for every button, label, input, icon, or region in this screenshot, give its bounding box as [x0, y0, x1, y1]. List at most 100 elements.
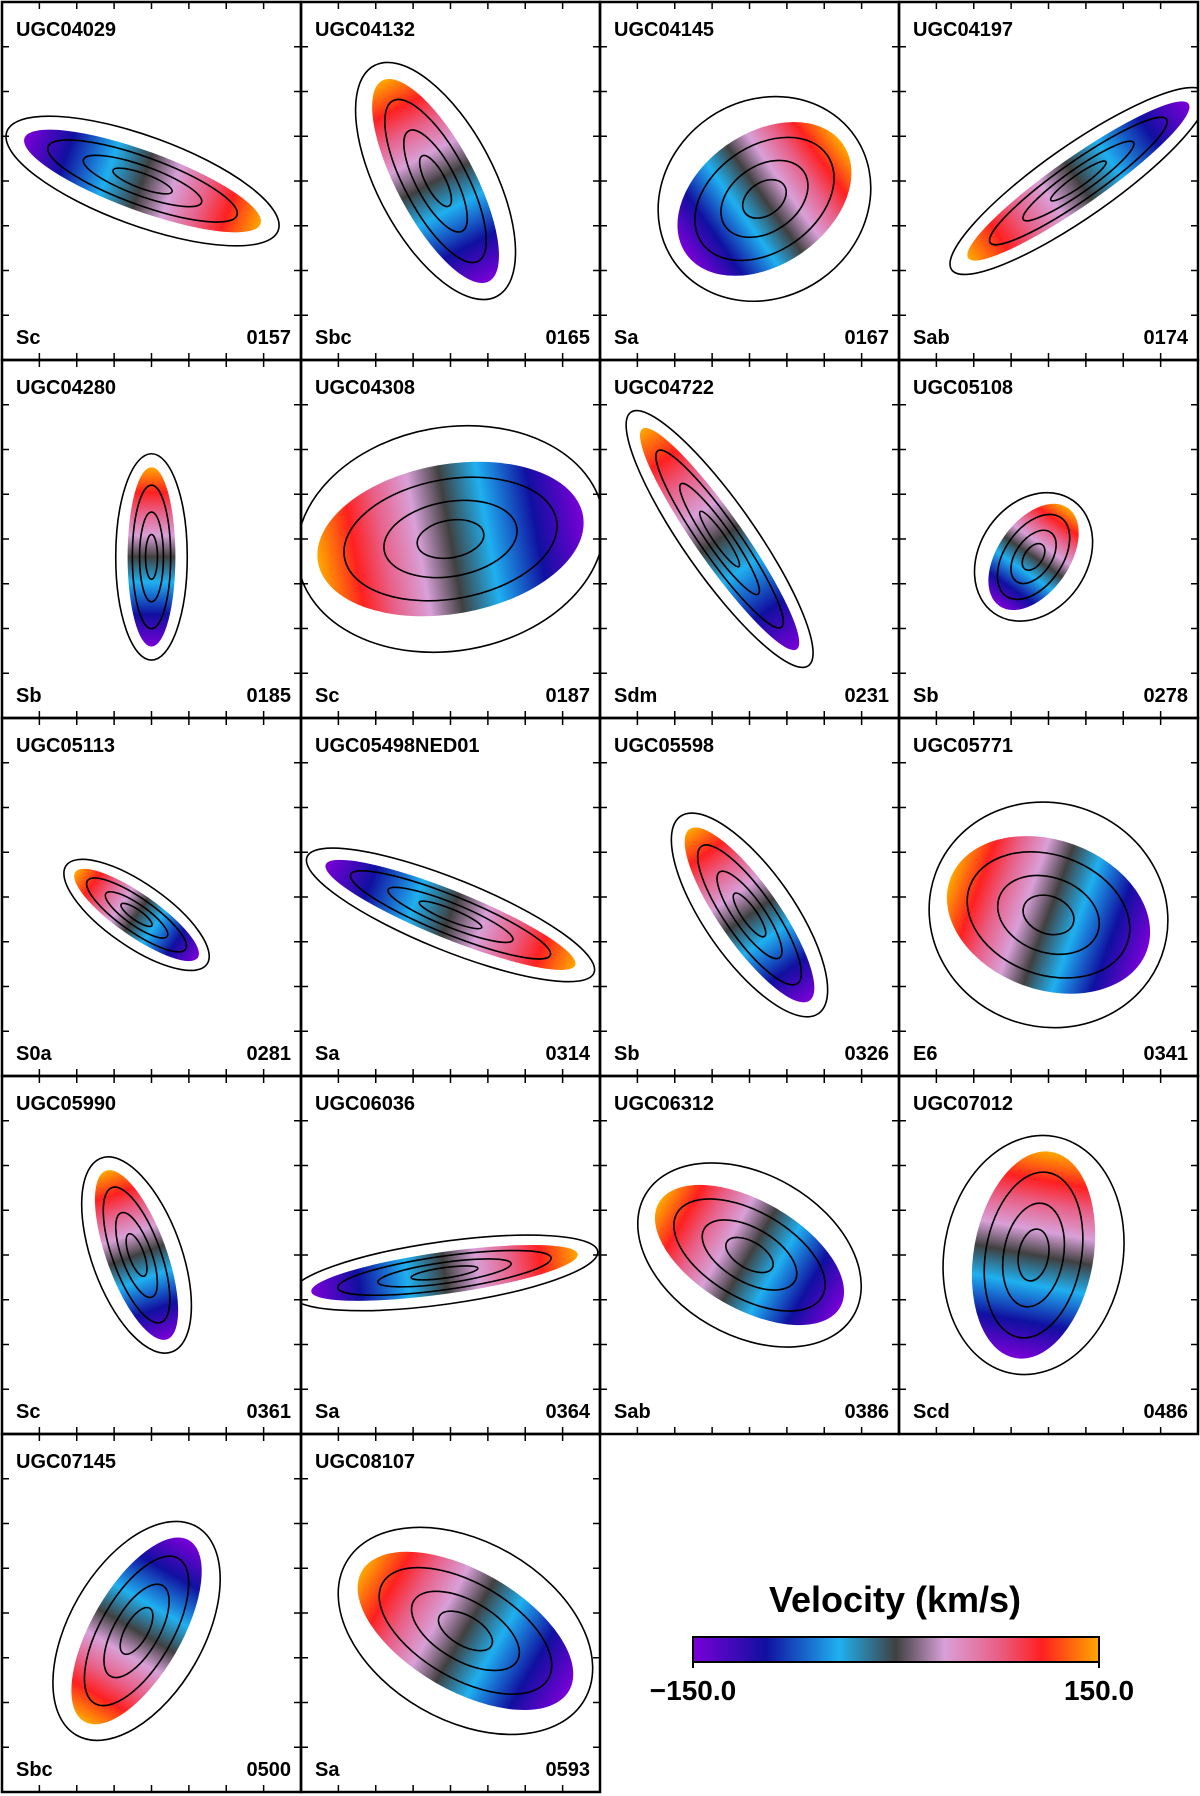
velocity-map — [684, 827, 815, 1003]
contour — [973, 491, 1094, 622]
velocity-map — [71, 1537, 202, 1725]
panel-image — [354, 61, 517, 301]
contour — [696, 844, 803, 986]
contour — [1022, 894, 1075, 936]
contour — [119, 1606, 154, 1656]
contour — [131, 484, 172, 630]
contour — [83, 1555, 190, 1707]
contour — [301, 424, 600, 654]
contour — [418, 900, 483, 930]
panel: UGC07012 Scd 0486 — [897, 1074, 1200, 1436]
contour — [378, 1566, 553, 1695]
galaxy-name: UGC05598 — [614, 735, 714, 757]
contour — [46, 139, 239, 223]
contour — [678, 482, 761, 596]
panel-image — [301, 424, 600, 654]
colorbar — [692, 1636, 1100, 1663]
contour — [80, 1156, 193, 1354]
contour — [1001, 1202, 1066, 1308]
contour — [52, 1520, 221, 1742]
velocity-map — [127, 467, 176, 647]
galaxy-name: UGC05108 — [913, 377, 1013, 399]
panel-image — [928, 801, 1169, 1029]
galaxy-id: 0500 — [247, 1759, 292, 1781]
contour — [383, 499, 518, 579]
panel: UGC05990 Sc 0361 — [0, 1074, 303, 1436]
morph-type: Sab — [614, 1401, 651, 1423]
galaxy-id: 0278 — [1144, 685, 1189, 707]
contour — [725, 1236, 774, 1274]
morph-type: Sbc — [315, 327, 352, 349]
panel-frame — [0, 716, 303, 1078]
contour — [966, 851, 1131, 979]
contour — [996, 874, 1101, 956]
panel: UGC05108 Sb 0278 — [897, 358, 1200, 720]
contour — [720, 159, 809, 239]
contour — [114, 452, 189, 661]
panel-image — [337, 1526, 594, 1736]
contour — [625, 409, 814, 669]
panel: UGC07145 Sbc 0500 — [0, 1432, 303, 1794]
velocity-map — [357, 1551, 574, 1711]
galaxy-id: 0486 — [1144, 1401, 1189, 1423]
galaxy-name: UGC04029 — [16, 19, 116, 41]
contour — [337, 1526, 594, 1736]
velocity-map — [967, 101, 1190, 261]
galaxy-id: 0174 — [1144, 327, 1189, 349]
morph-type: Sa — [315, 1043, 340, 1065]
morph-type: Sc — [16, 327, 40, 349]
contour — [1021, 542, 1046, 571]
velocity-map — [639, 427, 800, 651]
galaxy-id: 0157 — [247, 327, 292, 349]
contour — [384, 98, 488, 264]
galaxy-id: 0165 — [546, 327, 591, 349]
contour — [1049, 160, 1107, 202]
velocity-map — [988, 503, 1079, 611]
morph-type: Sdm — [614, 685, 657, 707]
contour — [410, 1590, 521, 1672]
panel-image — [63, 858, 211, 972]
galaxy-name: UGC05113 — [16, 735, 115, 757]
contour — [114, 1211, 159, 1299]
colorbar-tick-label: 150.0 — [1064, 1675, 1134, 1706]
contour — [63, 858, 211, 972]
contour — [102, 1186, 171, 1324]
contour — [410, 1265, 479, 1281]
galaxy-id: 0187 — [546, 685, 591, 707]
contour — [1017, 1228, 1050, 1282]
contour — [698, 510, 741, 568]
contour — [104, 891, 169, 939]
galaxy-id: 0314 — [546, 1043, 591, 1065]
panel-frame — [598, 358, 901, 720]
galaxy-name: UGC04132 — [315, 19, 415, 41]
contour — [354, 61, 517, 301]
panel: UGC04308 Sc 0187 — [299, 358, 602, 720]
contour — [655, 449, 785, 629]
contour — [673, 1198, 826, 1312]
contour — [657, 95, 872, 303]
colorbar-tick-label: −150.0 — [650, 1675, 736, 1706]
contour — [349, 870, 552, 960]
contour — [120, 902, 153, 928]
velocity-map — [94, 1170, 179, 1340]
panel: UGC08107 Sa 0593 — [299, 1432, 602, 1794]
velocity-map — [24, 129, 261, 233]
velocity-map — [971, 1151, 1096, 1359]
morph-type: Sab — [913, 327, 950, 349]
panel-image — [305, 847, 596, 983]
panel-image — [114, 452, 189, 661]
galaxy-id: 0593 — [546, 1759, 591, 1781]
contour — [1022, 140, 1135, 222]
galaxy-id: 0281 — [247, 1043, 292, 1065]
galaxy-name: UGC06312 — [614, 1093, 714, 1115]
panel-image — [942, 1134, 1125, 1376]
morph-type: Sa — [614, 327, 639, 349]
galaxy-name: UGC07012 — [913, 1093, 1013, 1115]
morph-type: S0a — [16, 1043, 52, 1065]
panel: UGC05113 S0a 0281 — [0, 716, 303, 1078]
morph-type: E6 — [913, 1043, 937, 1065]
galaxy-name: UGC04722 — [614, 377, 714, 399]
panel: UGC06312 Sab 0386 — [598, 1074, 901, 1436]
galaxy-id: 0231 — [845, 685, 890, 707]
